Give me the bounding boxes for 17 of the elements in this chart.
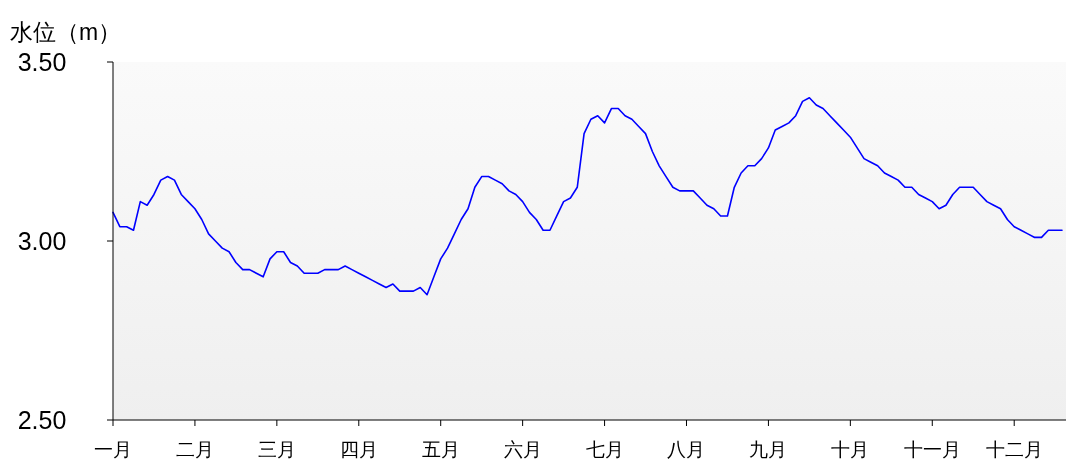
x-tick-label: 五月 [421,439,460,460]
y-tick-label: 2.50 [17,406,67,434]
x-tick-label: 四月 [339,439,378,460]
y-tick-label: 3.00 [17,227,67,255]
x-tick-label: 九月 [749,439,788,460]
x-tick-label: 二月 [175,439,214,460]
y-tick-label: 3.50 [17,48,67,76]
x-tick-label: 八月 [667,439,706,460]
y-axis-title: 水位（m） [10,19,122,45]
x-tick-label: 三月 [257,439,296,460]
x-tick-label: 七月 [585,439,624,460]
x-tick-label: 十一月 [903,439,961,460]
x-tick-label: 十月 [831,439,870,460]
x-tick-label: 一月 [94,439,132,460]
x-tick-label: 六月 [503,439,542,460]
x-tick-label: 十二月 [985,439,1043,460]
line-series [112,97,1063,296]
